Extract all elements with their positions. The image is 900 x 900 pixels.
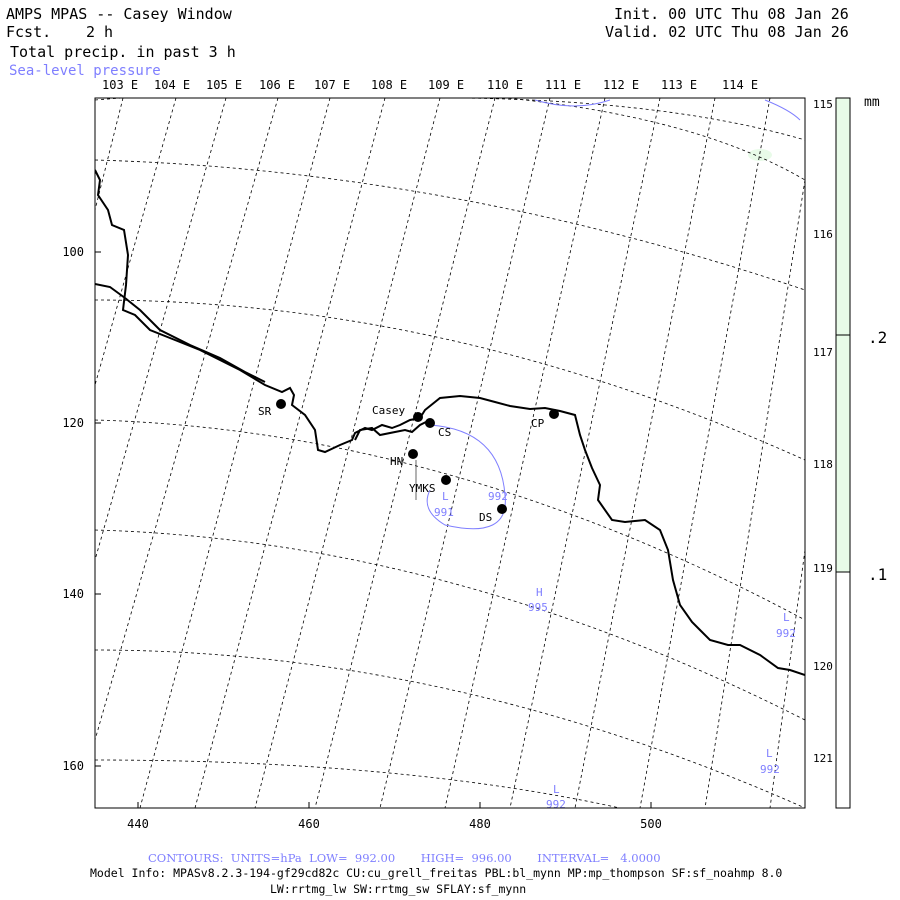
longitude-label: 104 E <box>154 78 190 92</box>
pressure-label-kind: L <box>442 490 449 503</box>
station-label-DS: DS <box>479 511 492 524</box>
field-label: Total precip. in past 3 h <box>10 43 236 61</box>
overlay-label: Sea-level pressure <box>9 63 161 79</box>
longitude-label: 109 E <box>428 78 464 92</box>
x-axis-labels: 440 460 480 500 <box>127 817 662 831</box>
station-marker-YMKS[interactable] <box>441 475 451 485</box>
colorbar-label: .2 <box>868 328 887 347</box>
plot-frame <box>94 97 806 809</box>
y-axis-labels: 100 120 140 160 <box>62 245 84 773</box>
pressure-contours <box>426 99 801 530</box>
y-tick-label: 140 <box>62 587 84 601</box>
x-tick-label: 500 <box>640 817 662 831</box>
pressure-label-value: 995 <box>528 601 548 614</box>
contour-info: CONTOURS: UNITS=hPa LOW= 992.00 HIGH= 99… <box>148 851 661 865</box>
pressure-label-kind: L <box>766 747 773 760</box>
station-label-Casey: Casey <box>372 404 405 417</box>
pressure-label-kind: H <box>536 586 543 599</box>
coastline <box>95 169 805 676</box>
longitude-label: 111 E <box>545 78 581 92</box>
y-tick-label: 100 <box>62 245 84 259</box>
pressure-label-value: 992 <box>488 490 508 503</box>
longitude-label: 107 E <box>314 78 350 92</box>
longitude-label: 113 E <box>661 78 697 92</box>
latlon-grid <box>95 98 805 808</box>
pressure-label-value: 992 <box>776 627 796 640</box>
station-label-HN: HN <box>390 455 403 468</box>
map-title: AMPS MPAS -- Casey Window <box>6 5 232 23</box>
init-time: Init. 00 UTC Thu 08 Jan 26 <box>614 5 849 23</box>
colorbar-label: .1 <box>868 565 887 584</box>
station-marker-SR[interactable] <box>276 399 286 409</box>
pressure-label-value: 991 <box>434 506 454 519</box>
station-label-CP: CP <box>531 417 545 430</box>
station-label-YMKS: YMKS <box>409 482 436 495</box>
station-marker-HN[interactable] <box>408 449 418 459</box>
x-tick-label: 460 <box>298 817 320 831</box>
pressure-labels: L 991 992 H 995 L 992 L 992 L 992 <box>434 490 796 811</box>
valid-time: Valid. 02 UTC Thu 08 Jan 26 <box>605 23 849 41</box>
station-marker-Casey[interactable] <box>413 412 423 422</box>
station-markers <box>276 399 559 514</box>
precip-area <box>748 149 772 161</box>
colorbar-upper <box>835 97 851 336</box>
model-info-line2: LW:rrtmg_lw SW:rrtmg_sw SFLAY:sf_mynn <box>270 882 527 896</box>
station-marker-DS[interactable] <box>497 504 507 514</box>
y-tick-label: 160 <box>62 759 84 773</box>
pressure-label-value: 992 <box>760 763 780 776</box>
station-marker-CS[interactable] <box>425 418 435 428</box>
forecast-label: Fcst. <box>6 23 52 41</box>
station-marker-CP[interactable] <box>549 409 559 419</box>
y-tick-label: 120 <box>62 416 84 430</box>
pressure-label-kind: L <box>553 783 560 796</box>
longitude-label: 114 E <box>722 78 758 92</box>
longitude-label: 112 E <box>603 78 639 92</box>
pressure-label-value: 992 <box>546 798 566 811</box>
model-info-line1: Model Info: MPASv8.2.3-194-gf29cd82c CU:… <box>90 866 783 880</box>
longitude-label: 110 E <box>487 78 523 92</box>
station-label-SR: SR <box>258 405 272 418</box>
station-label-CS: CS <box>438 426 451 439</box>
pressure-label-kind: L <box>783 611 790 624</box>
x-tick-label: 480 <box>469 817 491 831</box>
top-longitude-labels: 103 E 104 E 105 E 106 E 107 E 108 E 109 … <box>102 78 758 92</box>
longitude-label: 106 E <box>259 78 295 92</box>
longitude-label: 103 E <box>102 78 138 92</box>
colorbar-unit: mm <box>864 95 880 110</box>
longitude-label: 105 E <box>206 78 242 92</box>
x-tick-label: 440 <box>127 817 149 831</box>
forecast-value: 2 h <box>86 23 114 41</box>
colorbar-middle <box>835 334 851 573</box>
colorbar: mm .2 .1 <box>835 95 887 809</box>
longitude-label: 108 E <box>371 78 407 92</box>
colorbar-lower <box>835 571 851 809</box>
